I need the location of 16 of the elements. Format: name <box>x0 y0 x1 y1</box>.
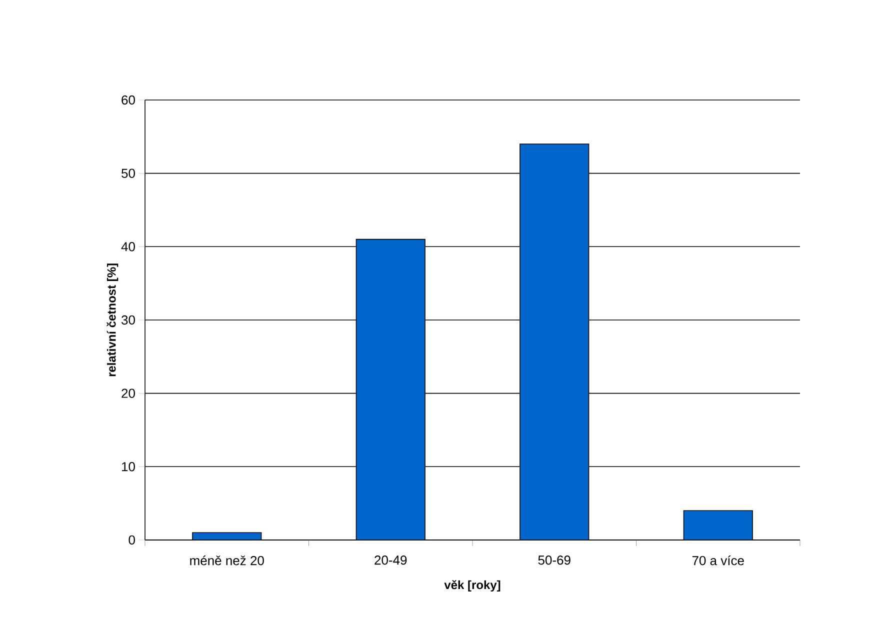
x-axis-title: věk [roky] <box>444 580 500 592</box>
y-tick-label: 60 <box>122 95 135 105</box>
y-axis-title: relativní četnost [%] <box>106 264 118 376</box>
x-tick-label: 50-69 <box>538 556 570 565</box>
y-tick-label: 10 <box>122 462 135 472</box>
y-tick-label: 50 <box>122 168 135 178</box>
x-tick-label: méně než 20 <box>190 556 264 566</box>
y-tick-label: 40 <box>121 242 135 252</box>
bar <box>356 238 426 540</box>
x-tick-label: 70 a více <box>692 556 744 566</box>
y-tick-label: 0 <box>128 535 135 545</box>
x-tick-label: 20-49 <box>374 556 407 565</box>
bar <box>520 144 590 540</box>
bar <box>683 510 753 540</box>
y-tick-label: 30 <box>122 315 135 325</box>
y-tick-label: 20 <box>122 388 135 398</box>
